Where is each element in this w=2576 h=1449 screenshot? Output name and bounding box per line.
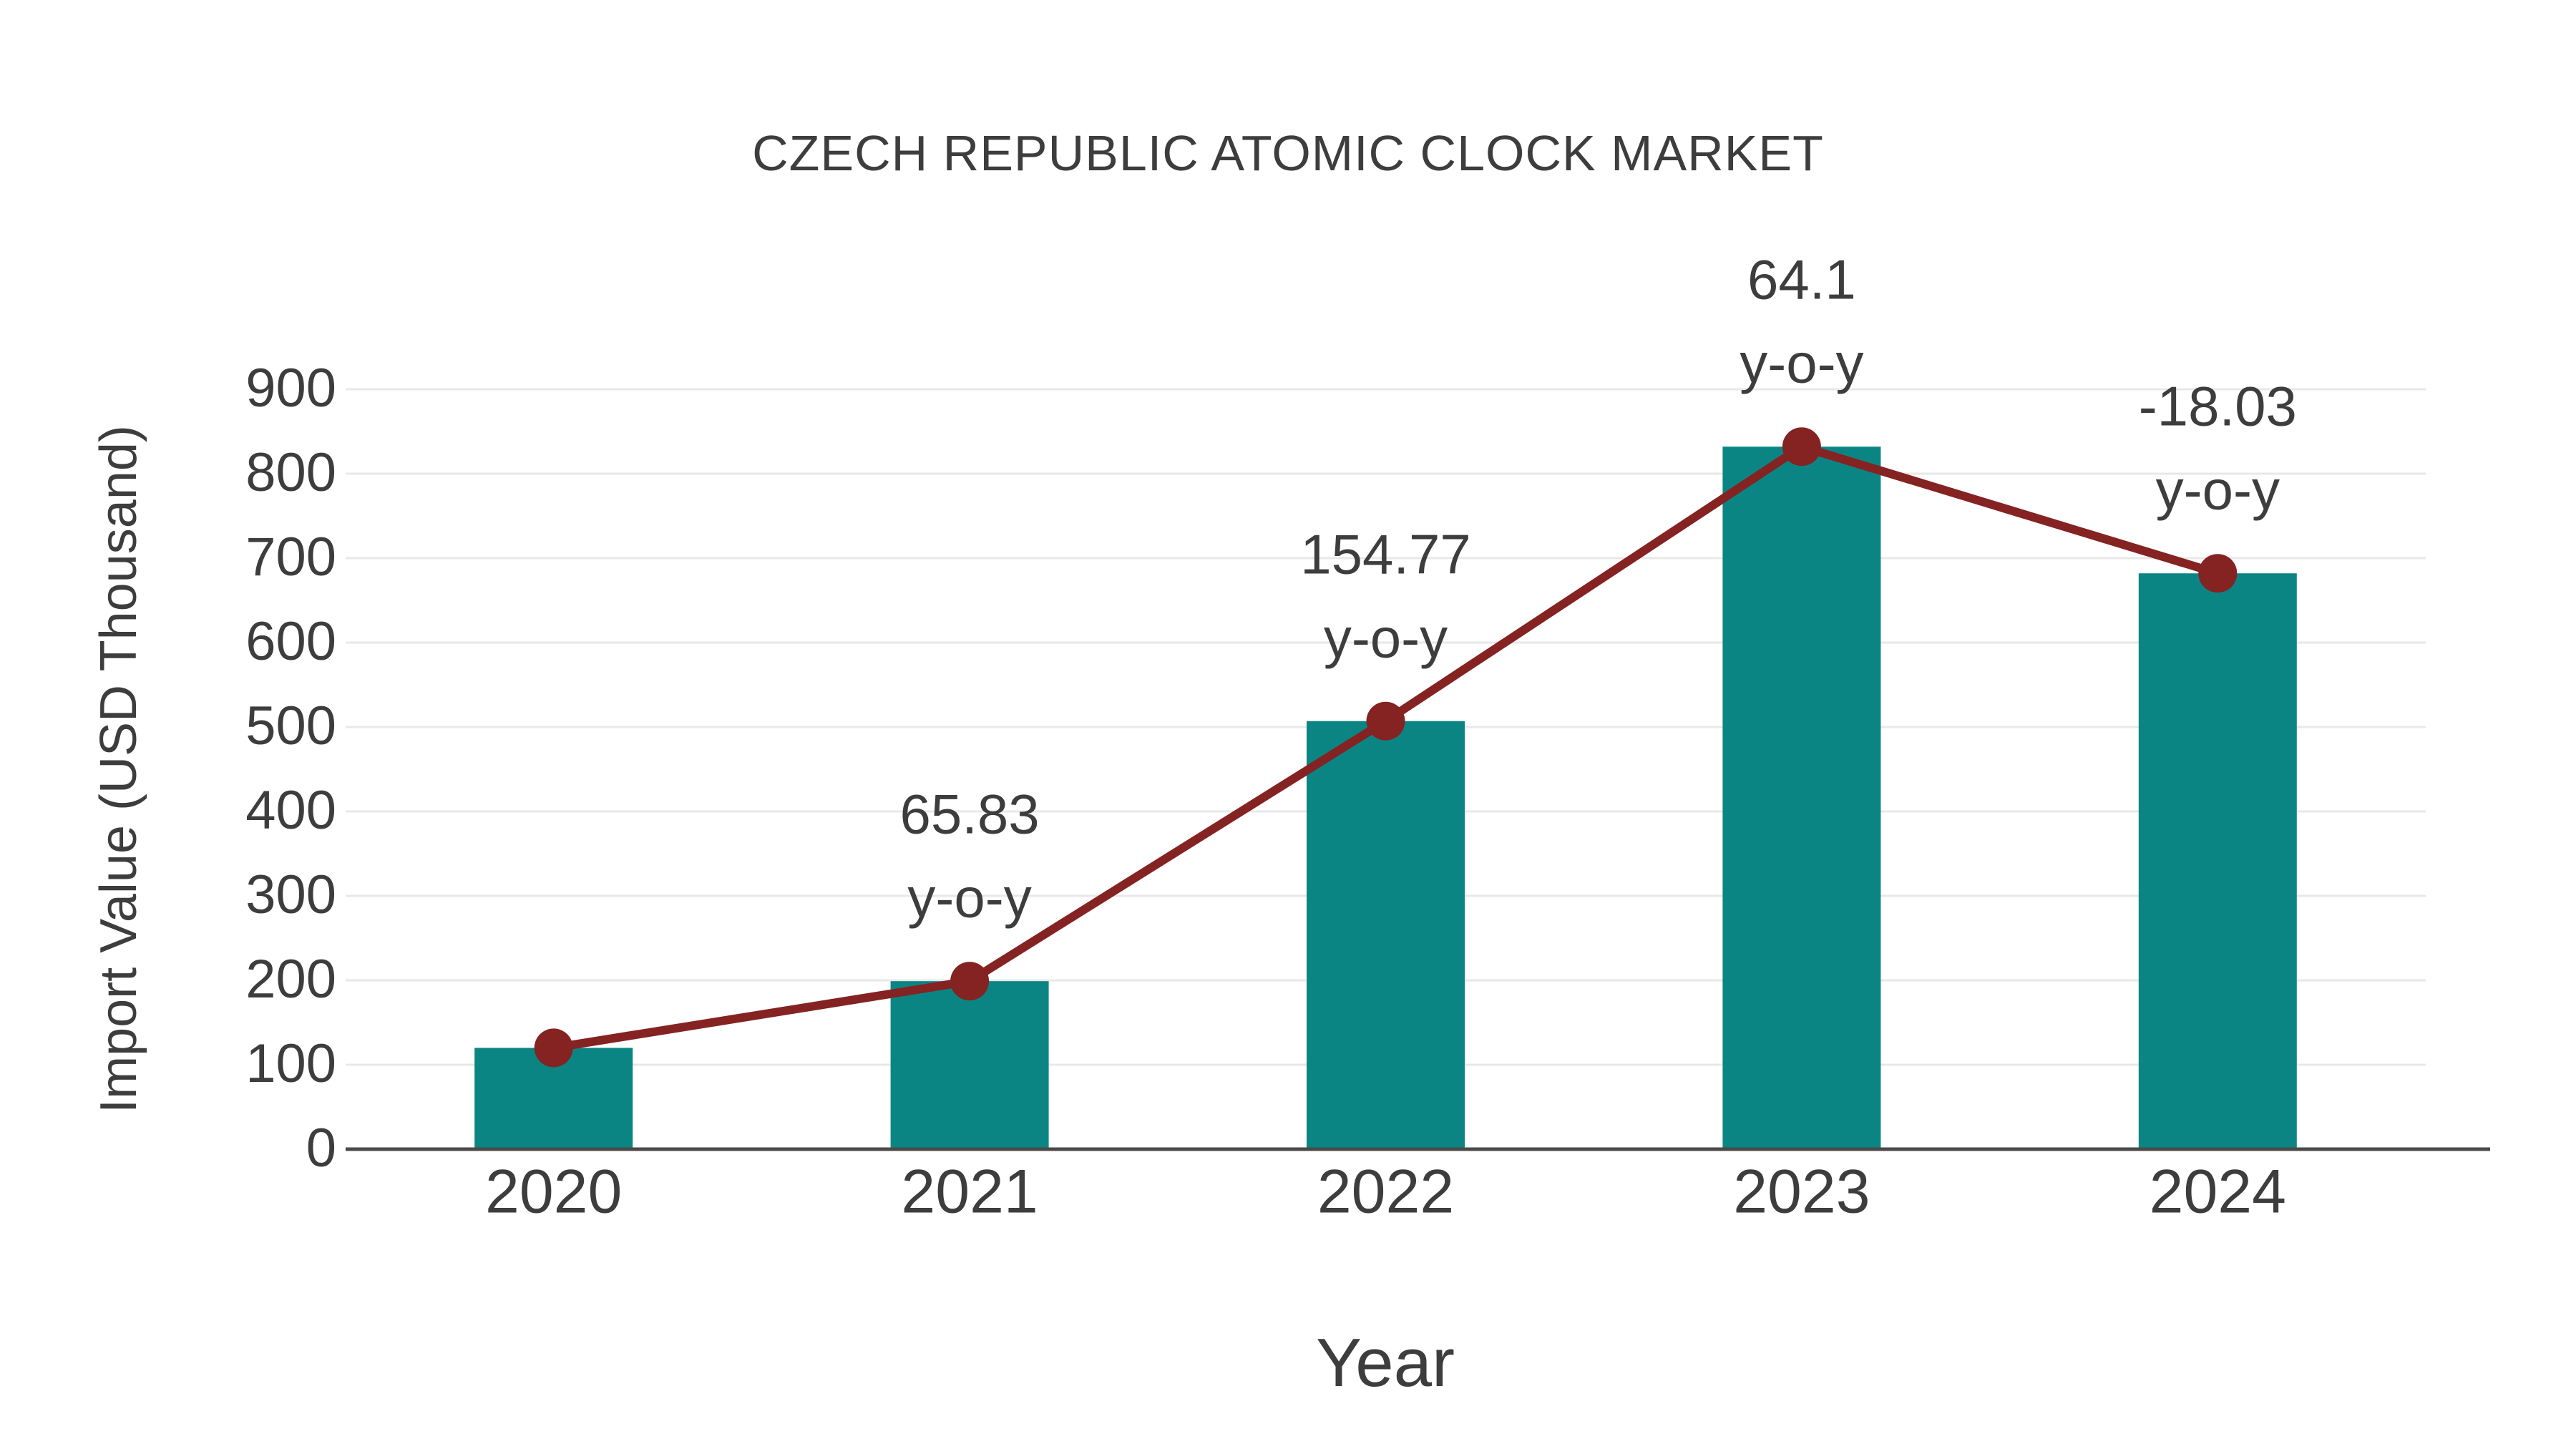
trend-marker-2024 <box>2198 554 2238 593</box>
annotation-value-2023: 64.1 <box>1747 248 1856 311</box>
x-tick-label-2021: 2021 <box>901 1157 1038 1226</box>
trend-marker-2021 <box>950 962 990 1001</box>
bar-2024 <box>2138 573 2297 1149</box>
annotation-suffix-2024: y-o-y <box>2155 458 2280 522</box>
trend-marker-2020 <box>534 1028 573 1068</box>
annotation-value-2022: 154.77 <box>1300 522 1471 586</box>
annotation-value-2024: -18.03 <box>2138 374 2297 438</box>
y-tick-label-200: 200 <box>245 948 336 1010</box>
y-tick-label-0: 0 <box>306 1117 336 1179</box>
x-tick-label-2023: 2023 <box>1733 1157 1870 1226</box>
y-tick-label-800: 800 <box>245 441 336 503</box>
x-tick-label-2022: 2022 <box>1317 1157 1455 1226</box>
annotation-suffix-2023: y-o-y <box>1740 331 1864 395</box>
y-tick-label-400: 400 <box>245 779 336 841</box>
y-tick-label-600: 600 <box>245 610 336 672</box>
y-tick-label-300: 300 <box>245 864 336 925</box>
bar-2023 <box>1722 447 1881 1149</box>
bar-2022 <box>1307 721 1465 1149</box>
y-tick-label-900: 900 <box>245 357 336 419</box>
x-axis-title: Year <box>1316 1324 1455 1401</box>
bar-2021 <box>890 981 1049 1149</box>
y-tick-label-700: 700 <box>245 526 336 587</box>
annotation-suffix-2022: y-o-y <box>1323 606 1448 670</box>
x-tick-label-2024: 2024 <box>2149 1157 2286 1226</box>
annotation-suffix-2021: y-o-y <box>907 866 1032 930</box>
y-tick-label-100: 100 <box>245 1033 336 1094</box>
trend-marker-2022 <box>1366 701 1405 741</box>
chart-title: CZECH REPUBLIC ATOMIC CLOCK MARKET <box>752 125 1824 181</box>
y-tick-label-500: 500 <box>245 695 336 756</box>
annotation-value-2021: 65.83 <box>899 782 1040 846</box>
x-tick-label-2020: 2020 <box>485 1157 623 1226</box>
trend-marker-2023 <box>1782 427 1821 467</box>
